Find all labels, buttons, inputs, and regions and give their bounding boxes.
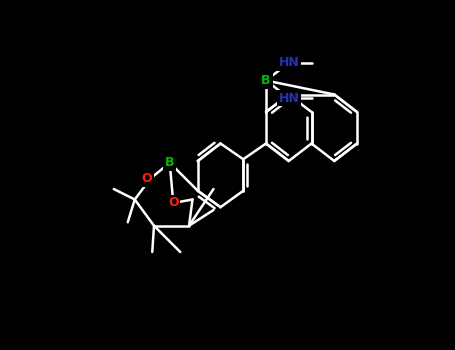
Text: HN: HN (278, 56, 299, 70)
Text: B: B (261, 74, 271, 87)
Text: B: B (165, 156, 175, 169)
Text: O: O (142, 172, 152, 185)
Text: O: O (168, 196, 178, 210)
Text: HN: HN (278, 91, 299, 105)
